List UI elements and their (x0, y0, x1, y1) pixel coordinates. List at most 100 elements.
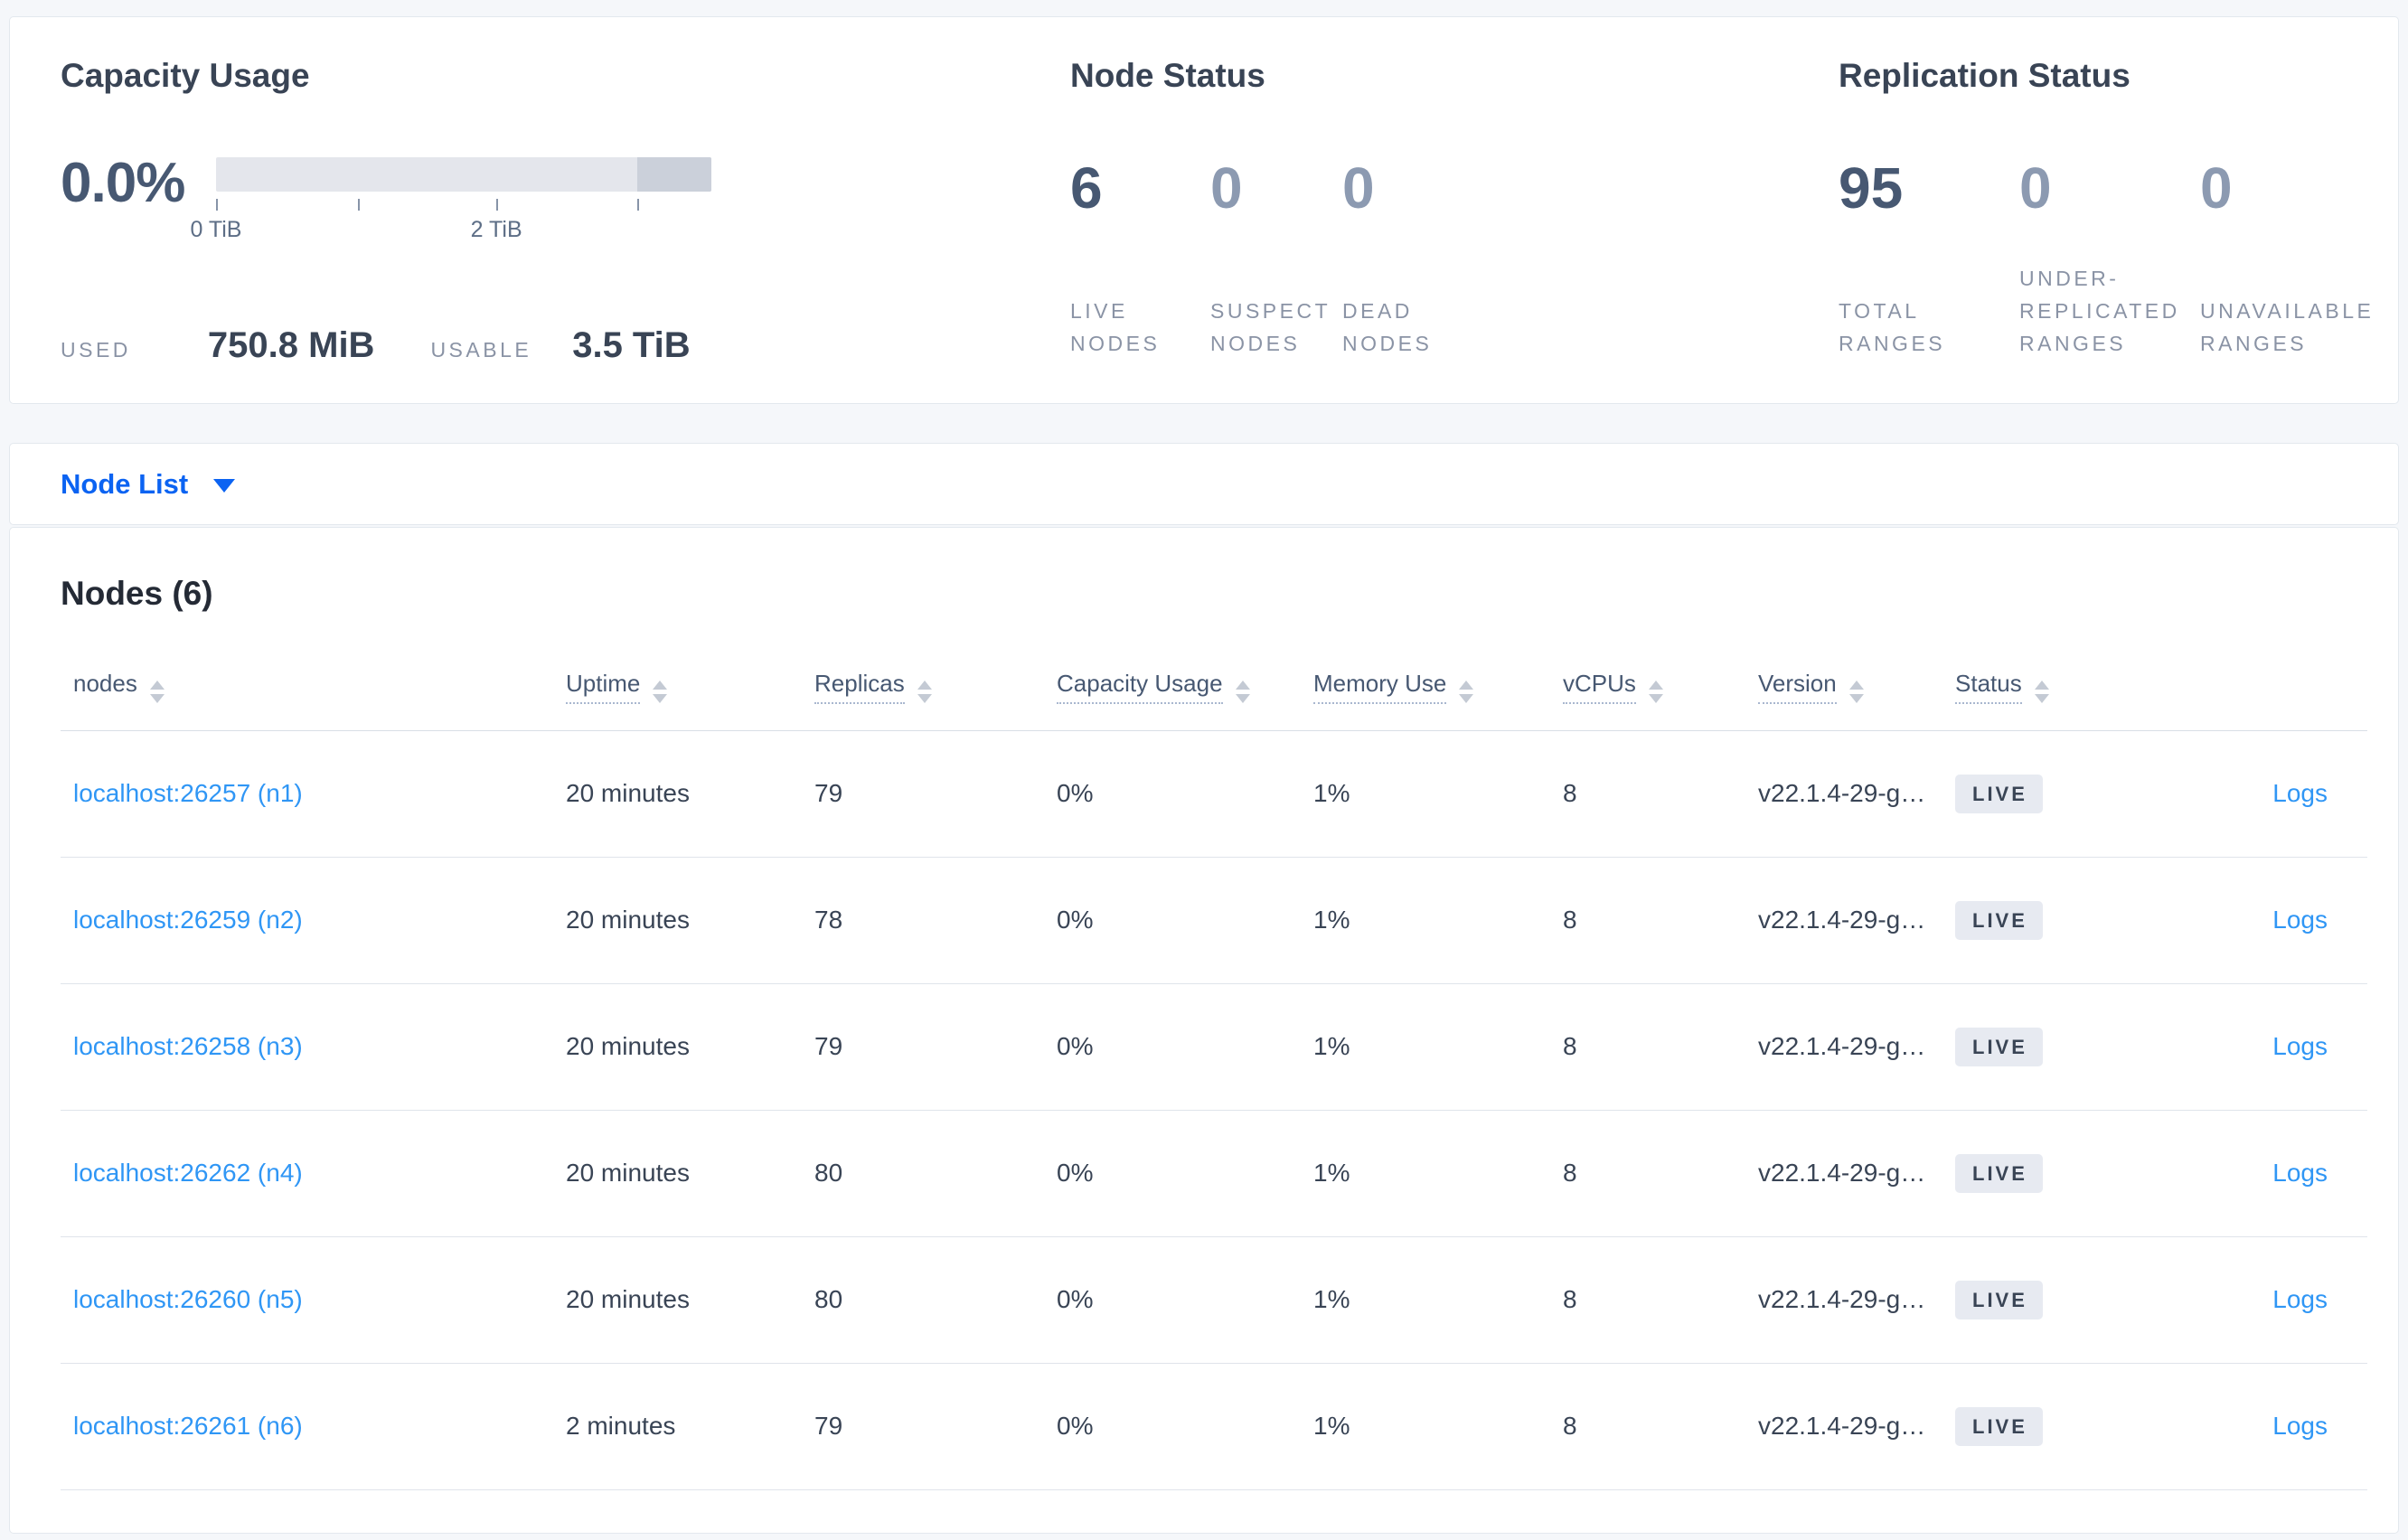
axis-tick-label: 0 TiB (190, 217, 242, 242)
memory-use-cell: 1% (1301, 1110, 1550, 1237)
sort-up-arrow-icon (1235, 681, 1250, 690)
used-label: USED (61, 338, 131, 362)
version-cell: v22.1.4-29-g… (1745, 1236, 1942, 1364)
column-header-label: Version (1758, 670, 1837, 705)
sort-down-arrow-icon (1235, 694, 1250, 704)
status-badge: LIVE (1955, 900, 2043, 940)
node-cell: localhost:26257 (n1) (61, 730, 553, 858)
logs-cell: Logs (2132, 1110, 2367, 1237)
stat-label: LIVE NODES (1070, 299, 1161, 355)
sort-up-arrow-icon (653, 681, 668, 690)
uptime-cell: 20 minutes (553, 857, 802, 984)
capacity-bar: 0 TiB 2 TiB (191, 157, 711, 257)
chevron-down-icon (213, 479, 236, 493)
replicas-cell: 78 (802, 857, 1044, 984)
node-cell: localhost:26258 (n3) (61, 983, 553, 1111)
table-row: localhost:26257 (n1) 20 minutes 79 0% 1% 8 v22… (61, 730, 2367, 858)
table-row: localhost:26260 (n5) 20 minutes 80 0% 1% 8 v22… (61, 1236, 2367, 1364)
node-link[interactable]: localhost:26261 (n6) (73, 1412, 303, 1440)
node-link[interactable]: localhost:26260 (n5) (73, 1285, 303, 1313)
node-link[interactable]: localhost:26259 (n2) (73, 906, 303, 934)
column-header-label: Uptime (566, 670, 641, 705)
column-header-nodes[interactable]: nodes (61, 643, 553, 731)
capacity-usage-cell: 0% (1044, 1236, 1301, 1364)
sort-down-arrow-icon (653, 694, 668, 704)
capacity-usage-panel: Capacity Usage 0.0% 0 TiB 2 TiB USED 750.… (61, 55, 1070, 403)
axis-tick (496, 199, 499, 211)
capacity-usage-cell: 0% (1044, 730, 1301, 858)
logs-link[interactable]: Logs (2272, 1159, 2328, 1187)
capacity-bar-reserved-segment (636, 157, 711, 192)
table-row: localhost:26258 (n3) 20 minutes 79 0% 1% 8 v22… (61, 983, 2367, 1111)
version-cell: v22.1.4-29-g… (1745, 1363, 1942, 1490)
logs-link[interactable]: Logs (2272, 1032, 2328, 1060)
stat-live-nodes: 6 LIVE NODES (1070, 159, 1210, 363)
capacity-usage-cell: 0% (1044, 1110, 1301, 1237)
logs-cell: Logs (2132, 1363, 2367, 1490)
logs-link[interactable]: Logs (2272, 779, 2328, 807)
logs-link[interactable]: Logs (2272, 1285, 2328, 1313)
replicas-cell: 80 (802, 1236, 1044, 1364)
stat-total-ranges: 95 TOTAL RANGES (1839, 159, 2019, 363)
node-cell: localhost:26260 (n5) (61, 1236, 553, 1364)
node-cell: localhost:26262 (n4) (61, 1110, 553, 1237)
cluster-summary-card: Capacity Usage 0.0% 0 TiB 2 TiB USED 750.… (9, 16, 2399, 404)
sort-icon (149, 681, 165, 704)
sort-icon (1235, 681, 1250, 704)
column-header-label: Capacity Usage (1057, 670, 1223, 705)
stat-value: 0 (1210, 155, 1243, 221)
status-badge: LIVE (1955, 1406, 2043, 1446)
vcpus-cell: 8 (1550, 1236, 1745, 1364)
column-header-status[interactable]: Status (1942, 643, 2132, 731)
sort-icon (917, 681, 932, 704)
replicas-cell: 79 (802, 1363, 1044, 1490)
status-cell: LIVE (1942, 1110, 2132, 1237)
node-list-dropdown-bar: Node List (9, 443, 2399, 525)
stat-value: 0 (2019, 155, 2052, 221)
status-cell: LIVE (1942, 857, 2132, 984)
logs-link[interactable]: Logs (2272, 1412, 2328, 1440)
nodes-table-header: nodes Uptime Replicas Capacity Usage Memory … (61, 643, 2367, 731)
sort-down-arrow-icon (149, 694, 165, 704)
column-header-label: Replicas (814, 670, 905, 705)
node-cell: localhost:26259 (n2) (61, 857, 553, 984)
status-badge: LIVE (1955, 1027, 2043, 1066)
column-header-replicas[interactable]: Replicas (802, 643, 1044, 731)
sort-icon (2034, 681, 2049, 704)
stat-value: 0 (1342, 155, 1375, 221)
sort-up-arrow-icon (2034, 681, 2049, 690)
replicas-cell: 79 (802, 730, 1044, 858)
vcpus-cell: 8 (1550, 857, 1745, 984)
stat-under-replicated-ranges: 0 UNDER- REPLICATED RANGES (2019, 159, 2200, 363)
capacity-usage-cell: 0% (1044, 983, 1301, 1111)
sort-up-arrow-icon (1848, 681, 1864, 690)
sort-down-arrow-icon (917, 694, 932, 704)
logs-cell: Logs (2132, 730, 2367, 858)
node-list-dropdown-button[interactable]: Node List (61, 468, 236, 501)
status-cell: LIVE (1942, 730, 2132, 858)
column-header-version[interactable]: Version (1745, 643, 1942, 731)
column-header-capacity-usage[interactable]: Capacity Usage (1044, 643, 1301, 731)
memory-use-cell: 1% (1301, 1363, 1550, 1490)
vcpus-cell: 8 (1550, 1110, 1745, 1237)
stat-label: UNDER- REPLICATED RANGES (2019, 267, 2180, 355)
nodes-table-card: Nodes (6) nodes Uptime Replicas Capacity Us… (9, 527, 2399, 1534)
column-header-vcpus[interactable]: vCPUs (1550, 643, 1745, 731)
status-badge: LIVE (1955, 1280, 2043, 1319)
node-link[interactable]: localhost:26258 (n3) (73, 1032, 303, 1060)
node-status-title: Node Status (1070, 57, 1265, 94)
table-row: localhost:26259 (n2) 20 minutes 78 0% 1% 8 v22… (61, 857, 2367, 984)
replication-status-panel: Replication Status 95 TOTAL RANGES 0 UNDER-… (1839, 55, 2374, 403)
node-link[interactable]: localhost:26257 (n1) (73, 779, 303, 807)
column-header-uptime[interactable]: Uptime (553, 643, 802, 731)
node-link[interactable]: localhost:26262 (n4) (73, 1159, 303, 1187)
status-badge: LIVE (1955, 1153, 2043, 1193)
column-header-memory-use[interactable]: Memory Use (1301, 643, 1550, 731)
uptime-cell: 20 minutes (553, 1110, 802, 1237)
stat-label: TOTAL RANGES (1839, 299, 1946, 355)
column-header-logs (2132, 643, 2367, 731)
logs-link[interactable]: Logs (2272, 906, 2328, 934)
version-cell: v22.1.4-29-g… (1745, 1110, 1942, 1237)
axis-tick (636, 199, 639, 211)
